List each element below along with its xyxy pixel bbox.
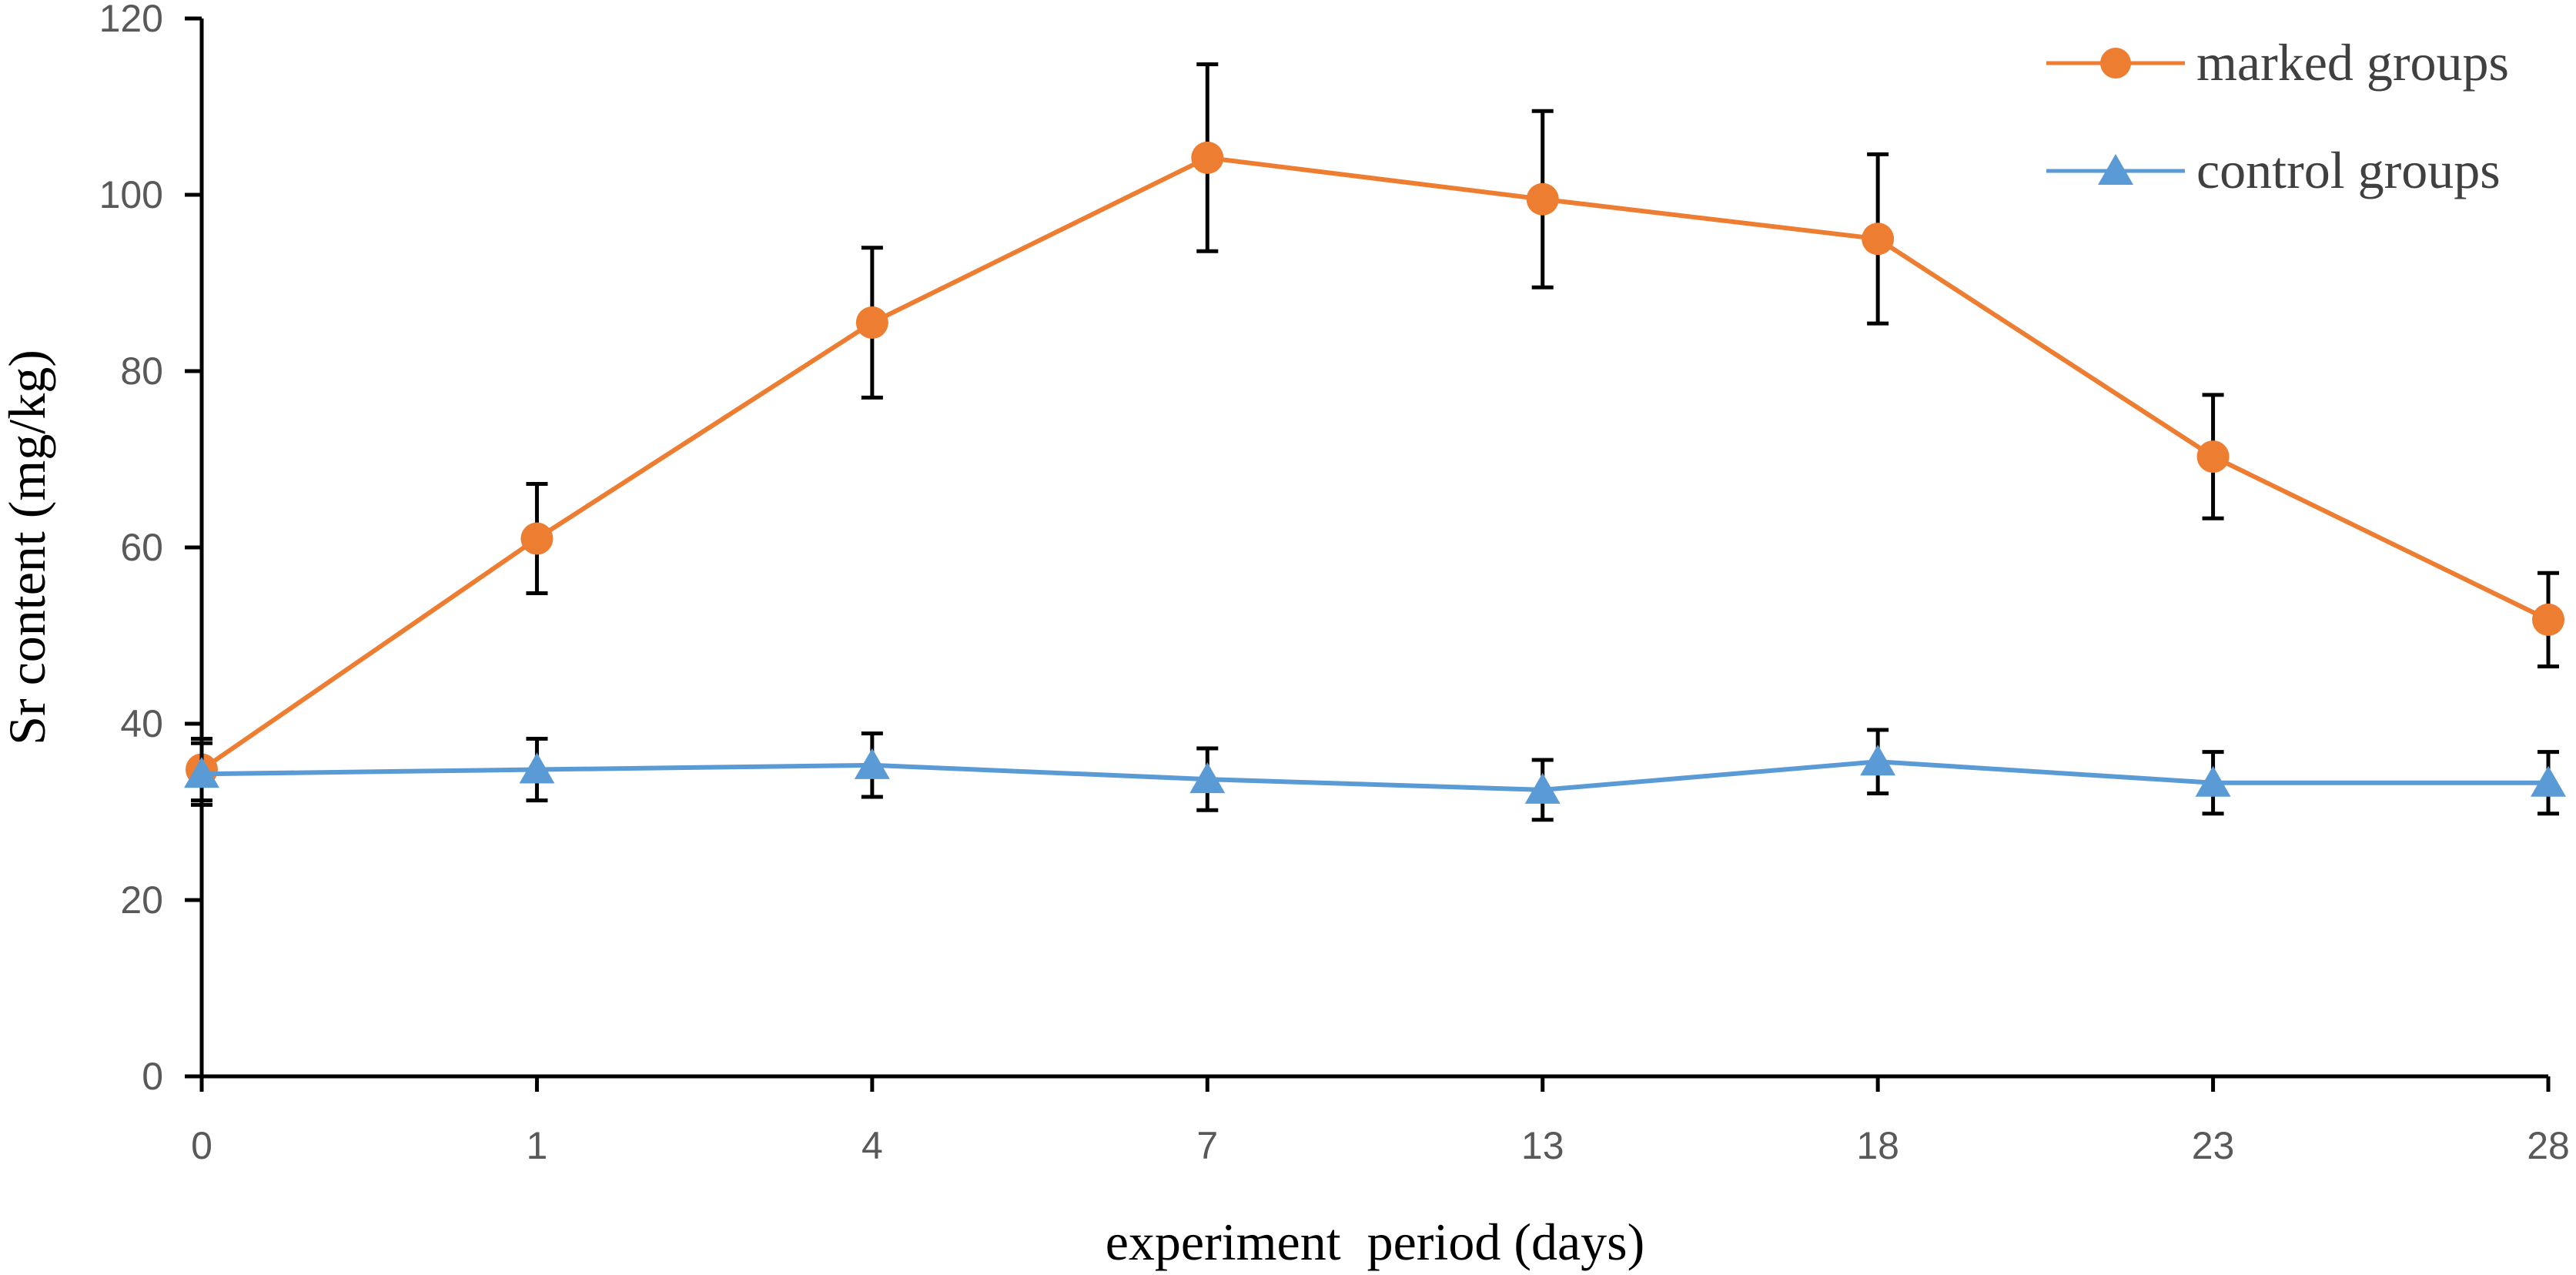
series-line-marked <box>200 155 2550 772</box>
legend-label-control: control groups <box>2196 141 2501 199</box>
y-tick-label: 80 <box>120 350 163 393</box>
data-point-marked <box>2196 440 2230 474</box>
legend-marker-marked <box>2100 48 2131 79</box>
x-tick-label: 1 <box>527 1124 548 1167</box>
y-tick-label: 20 <box>120 878 163 922</box>
x-tick-label: 18 <box>1856 1124 1899 1167</box>
data-point-control <box>184 757 219 788</box>
x-tick-label: 28 <box>2527 1124 2570 1167</box>
x-tick-label: 23 <box>2192 1124 2235 1167</box>
x-tick-label: 13 <box>1521 1124 1564 1167</box>
data-point-control <box>2531 765 2566 797</box>
data-point-control <box>519 752 555 784</box>
x-axis-title: experiment period (days) <box>1106 1213 1645 1271</box>
y-tick-label: 120 <box>99 0 163 40</box>
series-layer <box>184 62 2566 822</box>
legend: marked groups control groups <box>2046 33 2509 199</box>
legend-label-marked: marked groups <box>2196 33 2509 92</box>
y-axis-title: Sr content (mg/kg) <box>0 350 56 745</box>
data-point-marked <box>520 522 554 555</box>
legend-marker-control <box>2098 154 2133 185</box>
x-tick-label: 7 <box>1196 1124 1218 1167</box>
x-tick-label: 0 <box>191 1124 212 1167</box>
data-point-marked <box>2532 603 2564 636</box>
data-point-control <box>2195 765 2231 797</box>
data-point-marked <box>1862 223 1895 256</box>
y-tick-label: 100 <box>99 173 163 216</box>
data-point-control <box>1524 772 1561 804</box>
y-ticks: 0 20 40 60 80 100 120 <box>99 0 202 1098</box>
y-tick-label: 40 <box>120 702 163 745</box>
series-control <box>184 728 2566 822</box>
data-point-marked <box>1191 141 1224 174</box>
series-line-control <box>201 759 2548 792</box>
x-tick-label: 4 <box>861 1124 883 1167</box>
data-point-control <box>1189 762 1226 794</box>
data-point-marked <box>855 306 888 340</box>
data-point-marked <box>1526 182 1559 216</box>
y-tick-label: 0 <box>142 1055 163 1098</box>
series-marked <box>186 62 2564 803</box>
data-point-control <box>1860 745 1896 776</box>
legend-item-marked: marked groups <box>2046 33 2509 92</box>
y-tick-label: 60 <box>120 526 163 569</box>
x-ticks: 0 1 4 7 13 18 23 28 <box>191 1076 2570 1167</box>
data-point-control <box>854 748 890 779</box>
axes: 0 20 40 60 80 100 120 0 1 4 7 13 18 23 28 <box>99 0 2570 1167</box>
legend-item-control: control groups <box>2046 141 2501 199</box>
